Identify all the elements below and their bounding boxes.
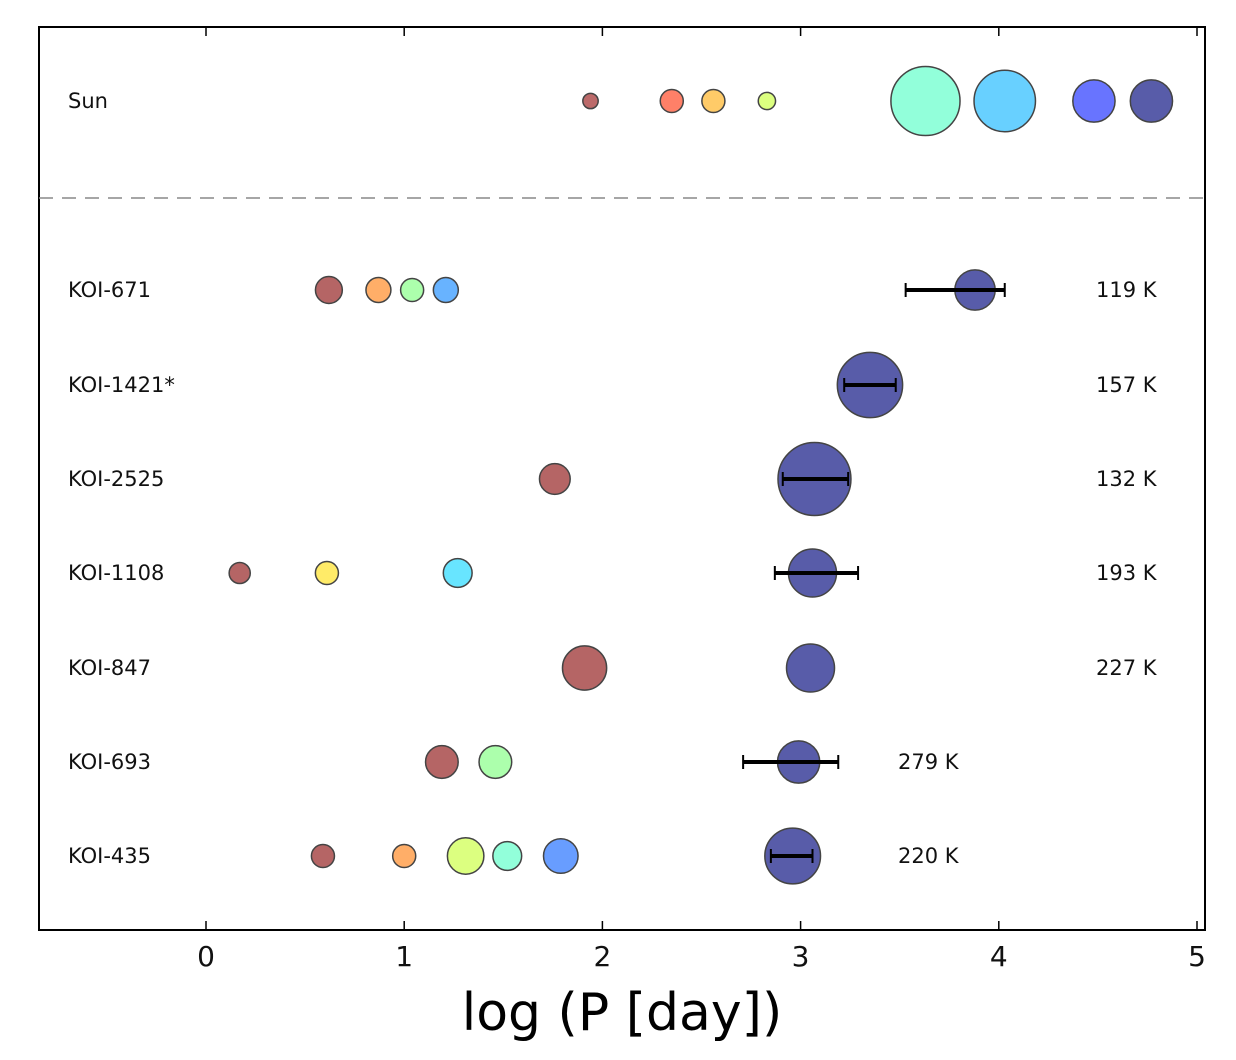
- row-label: KOI-693: [68, 750, 151, 774]
- planet-point: [446, 837, 485, 875]
- planet-point: [890, 65, 961, 137]
- planet-point: [314, 275, 344, 305]
- row-label: KOI-435: [68, 844, 151, 868]
- temperature-label: 193 K: [1096, 561, 1158, 585]
- row-koi-671: KOI-671 119 K: [68, 269, 1158, 311]
- row-sun: Sun: [68, 65, 1174, 137]
- x-tick-label: 2: [593, 940, 611, 973]
- x-ticks: 0 1 2 3 4 5: [197, 27, 1206, 973]
- temperature-label: 227 K: [1096, 656, 1158, 680]
- temperature-label: 119 K: [1096, 278, 1158, 302]
- planet-point: [492, 840, 523, 872]
- temperature-label: 279 K: [898, 750, 960, 774]
- planet-point: [538, 462, 571, 496]
- planet-point: [1129, 79, 1174, 123]
- x-axis-title: log (P [day]): [462, 983, 782, 1043]
- x-tick-label: 3: [792, 940, 810, 973]
- planet-point: [542, 837, 579, 875]
- planet-point: [701, 88, 726, 114]
- temperature-label: 220 K: [898, 844, 960, 868]
- planet-point: [1072, 79, 1116, 123]
- row-label: KOI-1421*: [68, 373, 175, 397]
- planet-point: [391, 843, 417, 869]
- row-koi-435: KOI-435 220 K: [68, 827, 960, 885]
- plot-frame: [38, 26, 1206, 931]
- planet-point: [228, 561, 252, 585]
- x-tick-label: 4: [990, 940, 1008, 973]
- temperature-label: 132 K: [1096, 467, 1158, 491]
- planet-point: [757, 91, 777, 111]
- planet-point: [973, 69, 1037, 133]
- planet-point: [424, 744, 459, 780]
- planet-point: [785, 643, 836, 693]
- row-label: Sun: [68, 89, 108, 113]
- planet-point: [365, 276, 392, 304]
- x-tick-label: 5: [1188, 940, 1206, 973]
- planet-point: [659, 88, 685, 114]
- planet-point: [478, 744, 513, 780]
- planet-point: [442, 557, 473, 589]
- row-koi-1108: KOI-1108 193 K: [68, 548, 1158, 598]
- planet-point: [432, 276, 460, 304]
- temperature-label: 157 K: [1096, 373, 1158, 397]
- row-koi-1421-: KOI-1421* 157 K: [68, 351, 1158, 419]
- row-koi-2525: KOI-2525 132 K: [68, 441, 1158, 517]
- row-label: KOI-1108: [68, 561, 164, 585]
- planet-point: [314, 560, 340, 586]
- row-koi-693: KOI-693 279 K: [68, 740, 960, 784]
- row-label: KOI-847: [68, 656, 151, 680]
- row-koi-847: KOI-847 227 K: [68, 643, 1158, 693]
- planet-point: [582, 92, 599, 110]
- row-label: KOI-2525: [68, 467, 164, 491]
- rows-layer: Sun KOI-671 119 K KOI-1421* 157 K KOI-2525 132…: [68, 65, 1174, 885]
- x-tick-label: 0: [197, 940, 215, 973]
- x-tick-label: 1: [395, 940, 413, 973]
- planet-point: [399, 277, 425, 303]
- planet-point: [310, 843, 336, 869]
- planet-point: [561, 645, 608, 691]
- row-label: KOI-671: [68, 278, 151, 302]
